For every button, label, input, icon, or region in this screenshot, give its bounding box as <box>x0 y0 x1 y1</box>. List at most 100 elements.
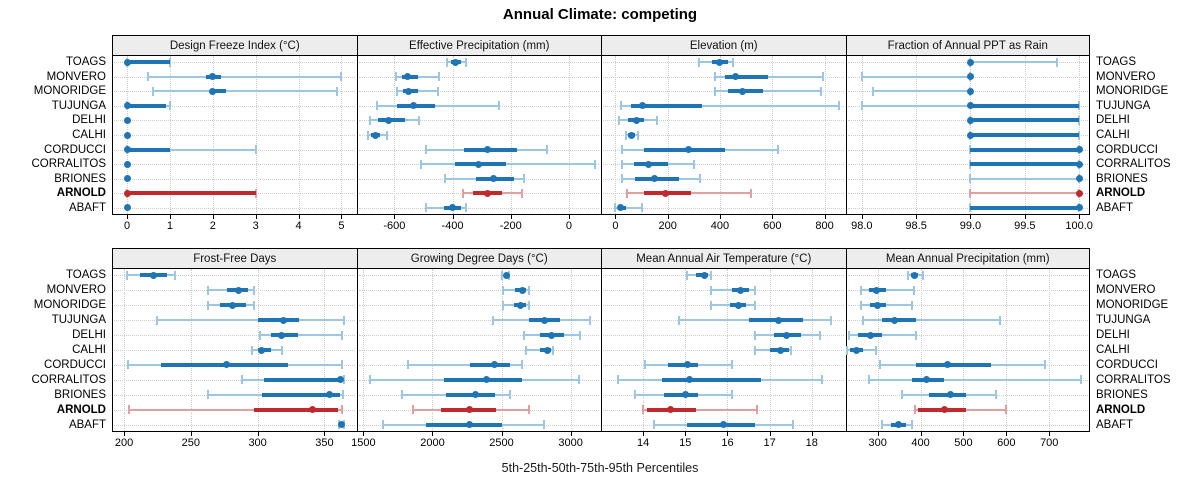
box-25-75 <box>970 118 1080 123</box>
median-dot <box>466 421 474 429</box>
station-label-right-arnold: ARNOLD <box>1096 403 1146 416</box>
whisker-cap <box>168 57 171 67</box>
axis-tick <box>916 215 918 219</box>
whisker-cap <box>640 203 643 213</box>
median-dot <box>734 301 742 309</box>
whisker-cap <box>860 300 863 310</box>
whisker-cap <box>522 174 525 184</box>
axis-tick <box>568 215 570 219</box>
station-label-right-delhi: DELHI <box>1096 114 1130 127</box>
median-dot <box>471 391 479 399</box>
station-label-left-monvero: MONVERO <box>46 70 106 83</box>
whisker-5-95 <box>395 75 440 78</box>
axis-tick-label: 1500 <box>351 437 376 449</box>
axis-tick <box>963 432 965 436</box>
gridline <box>114 335 355 337</box>
box-25-75 <box>257 318 300 323</box>
gridline <box>358 120 599 122</box>
station-label-right-tujunga: TUJUNGA <box>1096 314 1151 327</box>
whisker-cap <box>860 72 863 82</box>
gridline <box>114 379 355 381</box>
axis-tick-label: 0 <box>612 220 619 232</box>
panel-title: Mean Annual Air Temperature (°C) <box>636 252 812 265</box>
axis-tick-label: 98.0 <box>851 220 873 232</box>
median-dot <box>228 301 236 309</box>
median-dot <box>966 116 974 124</box>
median-dot <box>449 204 457 212</box>
station-label-left-calhi: CALHI <box>72 129 106 141</box>
whisker-cap <box>508 390 511 400</box>
axis-tick <box>824 215 826 219</box>
whisker-cap <box>1056 57 1059 67</box>
axis-tick-label: 400 <box>710 220 730 232</box>
whisker-cap <box>259 330 262 340</box>
whisker-5-95 <box>127 148 256 151</box>
whisker-cap <box>614 203 617 213</box>
gridline <box>114 275 355 277</box>
whisker-cap <box>921 270 924 280</box>
axis-tick-label: 14 <box>637 437 650 449</box>
whisker-cap <box>753 300 756 310</box>
box-25-75 <box>970 103 1080 108</box>
axis-tick-label: 3 <box>252 220 259 232</box>
whisker-cap <box>528 300 531 310</box>
whisker-cap <box>207 285 210 295</box>
gridline <box>114 135 355 136</box>
axis-tick-label: -200 <box>499 220 522 232</box>
whisker-cap <box>861 315 864 325</box>
axis-tick <box>169 215 171 219</box>
axis-tick <box>772 215 774 219</box>
panel-title: Growing Degree Days (°C) <box>410 252 548 265</box>
whisker-cap <box>901 390 904 400</box>
station-label-right-monvero: MONVERO <box>1096 70 1156 83</box>
median-dot <box>686 376 694 384</box>
whisker-cap <box>343 315 346 325</box>
whisker-cap <box>522 330 525 340</box>
whisker-cap <box>709 300 712 310</box>
axis-tick-label: 600 <box>997 437 1016 449</box>
whisker-5-95 <box>620 104 839 107</box>
station-label-right-corducci: CORDUCCI <box>1096 143 1158 156</box>
median-dot <box>922 376 930 384</box>
axis-tick <box>124 432 126 436</box>
station-label-left-monoridge: MONORIDGE <box>33 299 106 312</box>
median-dot <box>385 116 393 124</box>
whisker-cap <box>730 360 733 370</box>
whisker-cap <box>252 285 255 295</box>
median-dot <box>405 87 413 95</box>
box-25-75 <box>446 392 495 397</box>
whisker-cap <box>698 57 701 67</box>
whisker-5-95 <box>970 192 1080 195</box>
station-label-left-corralitos: CORRALITOS <box>31 373 106 386</box>
gridline <box>114 424 355 426</box>
median-dot <box>947 391 955 399</box>
axis-tick <box>298 215 300 219</box>
whisker-cap <box>207 300 210 310</box>
whisker-cap <box>860 285 863 295</box>
whisker-cap <box>551 345 554 355</box>
gridline <box>358 290 599 292</box>
station-label-left-delhi: DELHI <box>72 329 106 342</box>
whisker-cap <box>969 174 972 184</box>
median-dot <box>123 146 131 154</box>
gridline <box>847 350 1088 351</box>
gridline <box>603 207 844 209</box>
median-dot <box>874 301 882 309</box>
axis-tick <box>341 215 343 219</box>
gridline <box>114 105 355 107</box>
station-label-left-briones: BRIONES <box>54 388 106 401</box>
gridline <box>114 350 355 351</box>
whisker-cap <box>791 420 794 430</box>
whisker-cap <box>753 330 756 340</box>
axis-tick-label: 2 <box>209 220 216 232</box>
median-dot <box>123 58 131 66</box>
median-dot <box>149 271 157 279</box>
median-dot <box>891 316 899 324</box>
whisker-5-95 <box>714 90 821 93</box>
median-dot <box>123 189 131 197</box>
median-dot <box>966 87 974 95</box>
whisker-cap <box>369 375 372 385</box>
whisker-cap <box>127 360 130 370</box>
axis-tick <box>501 432 503 436</box>
